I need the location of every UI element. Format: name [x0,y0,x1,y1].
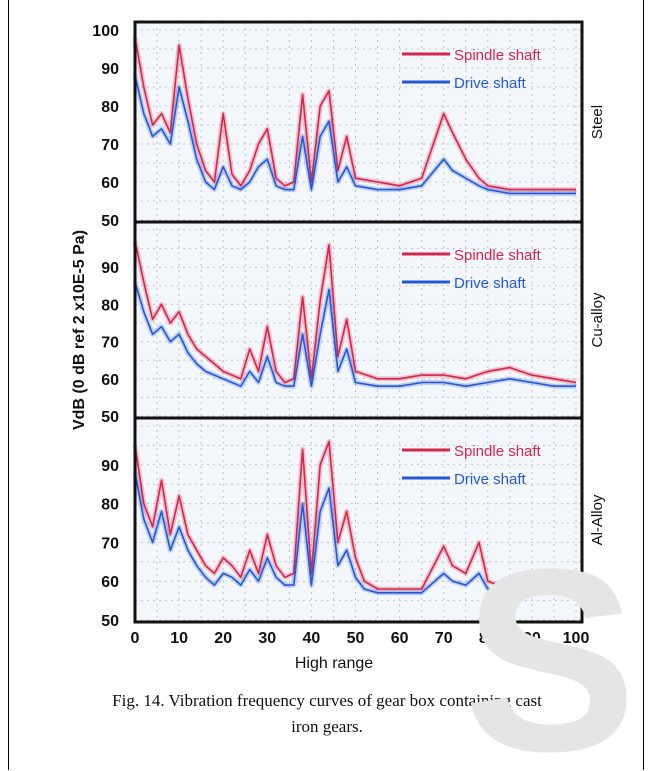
x-tick-label: 10 [170,630,188,647]
y-tick-label: 50 [101,613,119,630]
panel-steel: 100 90 80 70 60 50 Spindle shaft Drive shaft Ste… [92,20,606,230]
y-tick-label: 60 [101,175,119,192]
drive-shaft-line [134,75,576,195]
y-axis-label: VdB (0 dB ref 2 x10E-5 Pa) [71,230,88,430]
x-tick-label: 50 [347,630,365,647]
legend-label: Spindle shaft [454,247,542,264]
x-tick-label: 30 [258,630,276,647]
y-tick-label: 80 [101,497,119,514]
x-tick-label: 100 [563,630,590,647]
x-tick-label: 60 [391,630,409,647]
panel-label: Cu-alloy [589,292,606,348]
legend-label: Drive shaft [454,75,527,92]
panel-cu-alloy: 90 80 70 60 50 Spindle shaft Drive shaft Cu-all… [101,220,606,426]
x-tick-label: 0 [131,630,140,647]
y-tick-label: 70 [101,335,119,352]
caption-line-2: iron gears. [291,717,363,736]
y-tick-label: 50 [101,213,119,230]
legend-label: Drive shaft [454,275,527,292]
x-tick-label: 20 [214,630,232,647]
caption-line-1: Fig. 14. Vibration frequency curves of g… [112,691,542,710]
x-tick-label: 70 [435,630,453,647]
y-tick-label: 70 [101,137,119,154]
legend-label: Spindle shaft [454,47,542,64]
y-tick-label: 90 [101,61,119,78]
panel-label: Al-Alloy [589,494,606,545]
x-tick-label: 90 [523,630,541,647]
y-tick-label: 80 [101,297,119,314]
y-tick-label: 70 [101,535,119,552]
panel-label: Steel [589,105,606,139]
spindle-shaft-line [134,37,576,191]
panel-background [135,222,582,418]
drive-shaft-line [134,281,576,388]
drive-shaft-line [134,472,576,594]
x-tick-label: 40 [303,630,321,647]
y-tick-label: 90 [101,260,119,277]
x-tick-labels: 0 10 20 30 40 50 60 70 80 90 100 [131,630,590,647]
panel-border [133,416,584,624]
y-tick-label: 60 [101,372,119,389]
x-tick-label: 80 [479,630,497,647]
legend-label: Drive shaft [454,471,527,488]
x-axis-label: High range [295,655,373,672]
watermark-logo: S [463,560,636,760]
y-tick-label: 50 [101,409,119,426]
figure-frame [8,0,644,770]
spindle-shaft-line [134,440,576,590]
y-tick-label: 100 [92,23,119,40]
y-tick-label: 60 [101,574,119,591]
watermark-letter: S [463,560,636,760]
chart-panels: 100 90 80 70 60 50 Spindle shaft Drive shaft Ste… [92,20,606,630]
x-axis-units-label: Orders [534,655,583,672]
legend-label: Spindle shaft [454,443,542,460]
y-tick-label: 80 [101,99,119,116]
y-tick-label: 90 [101,458,119,475]
spindle-shaft-line [134,241,577,384]
figure-caption: Fig. 14. Vibration frequency curves of g… [40,688,614,740]
panel-al-alloy: 90 80 70 60 50 Spindle shaft Drive shaft Al-All… [101,416,606,630]
